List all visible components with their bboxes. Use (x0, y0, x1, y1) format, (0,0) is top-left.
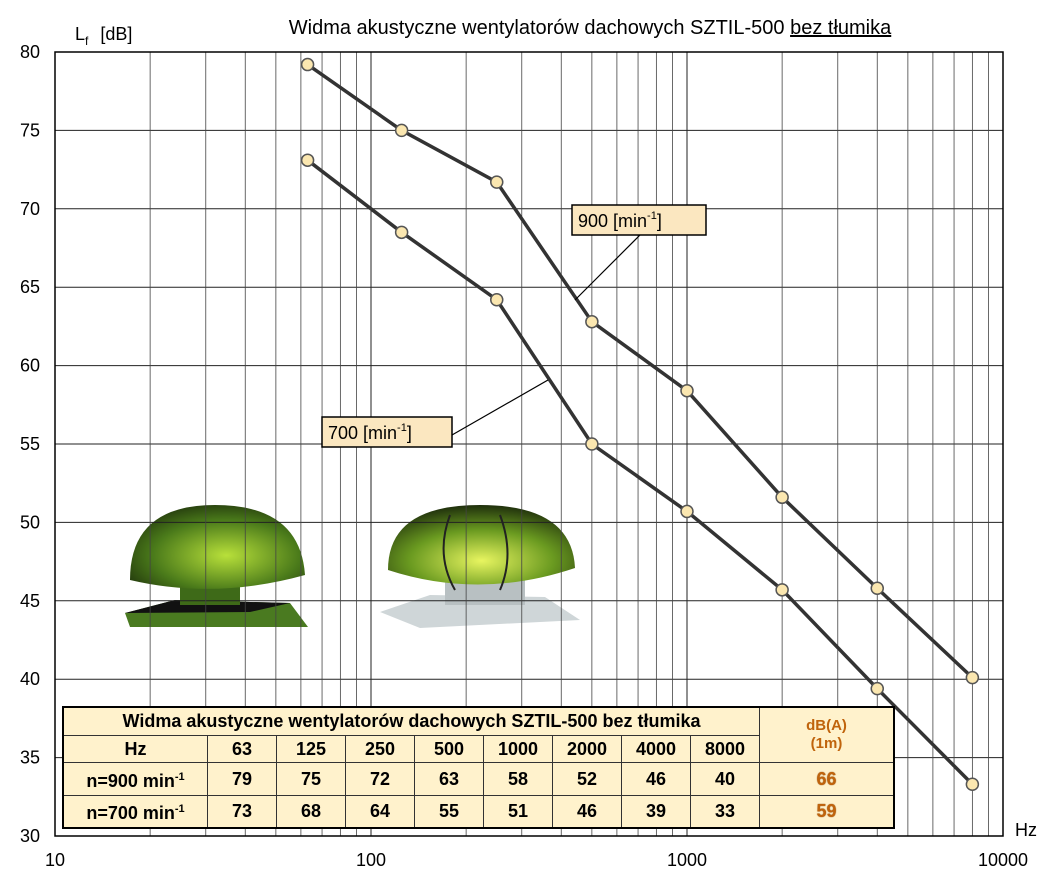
y-axis-label: Lf [dB] (75, 24, 132, 48)
data-point (491, 176, 503, 188)
data-point (871, 582, 883, 594)
data-table: Widma akustyczne wentylatorów dachowych … (62, 706, 895, 829)
callout-sup: -1 (647, 210, 657, 222)
freq-cell: 4000 (622, 735, 691, 763)
callout-sup: -1 (397, 422, 407, 434)
row-label-sup: -1 (175, 771, 185, 783)
row-label: n=700 min-1 (63, 795, 208, 828)
value-cell: 58 (484, 763, 553, 795)
y-label-unit: [dB] (100, 24, 132, 44)
title-text: Widma akustyczne wentylatorów dachowych … (289, 17, 790, 39)
row-label-sup: -1 (175, 803, 185, 815)
data-point (681, 385, 693, 397)
x-tick-label: 10000 (978, 850, 1028, 870)
data-point (302, 154, 314, 166)
page: Widma akustyczne wentylatorów dachowych … (0, 0, 1038, 881)
y-tick-label: 55 (20, 434, 40, 454)
level-cell: 66 (760, 763, 895, 795)
value-cell: 46 (553, 795, 622, 828)
value-cell: 55 (415, 795, 484, 828)
value-cell: 63 (415, 763, 484, 795)
value-cell: 46 (622, 763, 691, 795)
freq-cell: 2000 (553, 735, 622, 763)
data-point (966, 778, 978, 790)
y-tick-label: 40 (20, 669, 40, 689)
y-tick-label: 80 (20, 42, 40, 62)
chart-title: Widma akustyczne wentylatorów dachowych … (289, 17, 892, 39)
row-label-text: n=700 min (86, 803, 175, 823)
value-cell: 79 (208, 763, 277, 795)
y-tick-label: 75 (20, 120, 40, 140)
data-point (302, 59, 314, 71)
row-label: n=900 min-1 (63, 763, 208, 795)
freq-label: Hz (63, 735, 208, 763)
row-label-text: n=900 min (86, 771, 175, 791)
value-cell: 72 (346, 763, 415, 795)
data-point (396, 226, 408, 238)
freq-cell: 1000 (484, 735, 553, 763)
y-tick-label: 60 (20, 356, 40, 376)
freq-cell: 125 (277, 735, 346, 763)
y-tick-label: 50 (20, 512, 40, 532)
table-row: Widma akustyczne wentylatorów dachowych … (63, 707, 894, 735)
y-tick-label: 70 (20, 199, 40, 219)
value-cell: 64 (346, 795, 415, 828)
x-tick-label: 1000 (667, 850, 707, 870)
y-label-subscript: f (85, 34, 89, 48)
data-point (776, 491, 788, 503)
table-title: Widma akustyczne wentylatorów dachowych … (63, 707, 760, 735)
value-cell: 39 (622, 795, 691, 828)
title-underlined: bez tłumika (790, 17, 892, 39)
level-header: dB(A)(1m) (760, 707, 895, 763)
value-cell: 75 (277, 763, 346, 795)
value-cell: 33 (691, 795, 760, 828)
callout-end: ] (657, 211, 662, 231)
data-point (586, 438, 598, 450)
x-tick-label: 10 (45, 850, 65, 870)
level-cell: 59 (760, 795, 895, 828)
y-label-symbol: L (75, 24, 85, 44)
callout-text: 900 [min (578, 211, 647, 231)
data-point (491, 294, 503, 306)
data-point (966, 672, 978, 684)
level-header-text: dB(A) (760, 717, 893, 735)
callout-line (575, 235, 640, 300)
freq-cell: 8000 (691, 735, 760, 763)
data-point (586, 316, 598, 328)
freq-cell: 63 (208, 735, 277, 763)
x-axis-label: Hz (1015, 820, 1037, 840)
fan-illustration (125, 505, 308, 627)
value-cell: 68 (277, 795, 346, 828)
level-note: (1m) (760, 735, 893, 753)
y-tick-label: 30 (20, 826, 40, 846)
freq-cell: 250 (346, 735, 415, 763)
value-cell: 40 (691, 763, 760, 795)
fan-illustration (380, 505, 580, 628)
data-point (776, 584, 788, 596)
callout-end: ] (407, 423, 412, 443)
data-point (871, 683, 883, 695)
value-cell: 73 (208, 795, 277, 828)
freq-cell: 500 (415, 735, 484, 763)
value-cell: 52 (553, 763, 622, 795)
value-cell: 51 (484, 795, 553, 828)
callout-text: 700 [min (328, 423, 397, 443)
data-point (681, 505, 693, 517)
y-tick-label: 35 (20, 748, 40, 768)
y-tick-label: 65 (20, 277, 40, 297)
data-point (396, 124, 408, 136)
x-tick-label: 100 (356, 850, 386, 870)
y-tick-label: 45 (20, 591, 40, 611)
